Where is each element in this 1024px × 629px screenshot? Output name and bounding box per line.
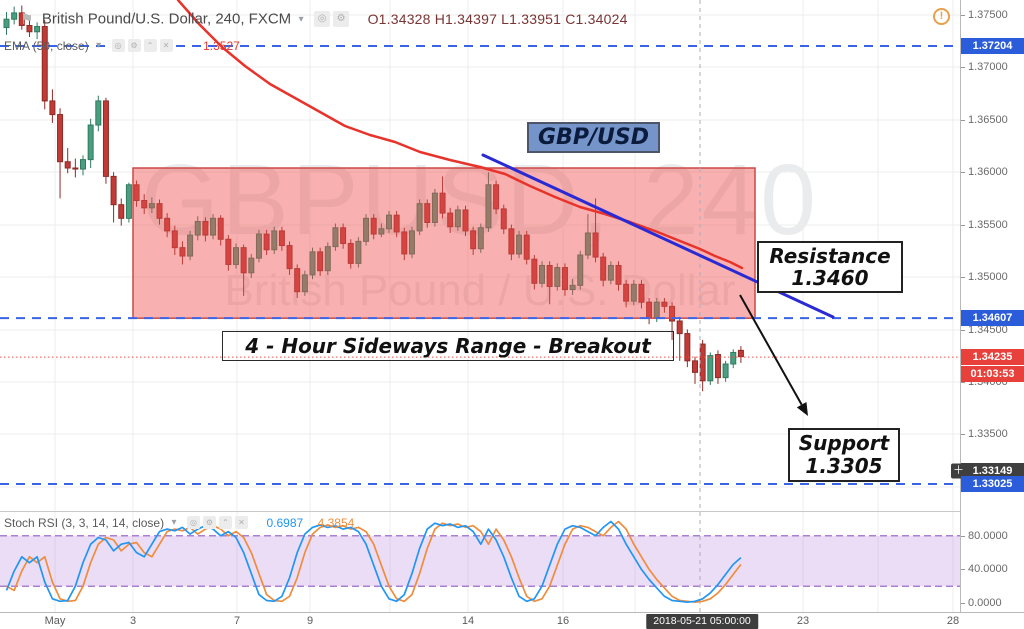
- chevron-down-icon[interactable]: ▾: [96, 40, 102, 52]
- stoch-legend-row: Stoch RSI (3, 3, 14, 14, close) ▾ ◎ ⚙ ⌃ ✕ 0…: [4, 514, 355, 531]
- axis-tick: [961, 330, 965, 331]
- stoch-label[interactable]: Stoch RSI (3, 3, 14, 14, close): [4, 515, 165, 530]
- resistance-label-drawing[interactable]: Resistance 1.3460: [757, 241, 903, 293]
- hide-icon[interactable]: ◎: [187, 516, 201, 530]
- axis-tick: [961, 434, 965, 435]
- time-crosshair-badge: 2018-05-21 05:00:00: [646, 614, 758, 629]
- ema-label[interactable]: EMA (50, close): [4, 38, 89, 53]
- stoch-k-value: 0.6987: [266, 515, 304, 530]
- move-up-icon[interactable]: ⌃: [143, 39, 157, 53]
- price-badge-blue: 1.34607: [961, 310, 1024, 326]
- symbol-title[interactable]: British Pound/U.S. Dollar, 240, FXCM: [41, 10, 292, 28]
- axis-tick: [961, 120, 965, 121]
- price-axis-label: 1.35000: [968, 271, 1008, 283]
- pair-text-drawing[interactable]: GBP/USD: [527, 122, 660, 153]
- price-axis-label: 1.37000: [968, 61, 1008, 73]
- axis-tick: [961, 277, 965, 278]
- compare-icon[interactable]: ◎: [314, 11, 331, 27]
- range-breakout-label-drawing[interactable]: 4 - Hour Sideways Range - Breakout: [222, 331, 674, 361]
- ema-line[interactable]: [176, 0, 744, 270]
- add-alert-plus-button[interactable]: ＋: [951, 463, 966, 479]
- support-text: Support: [798, 431, 890, 455]
- time-axis-label: 14: [461, 615, 475, 627]
- support-price: 1.3305: [805, 454, 883, 478]
- ema-value: 1.3527: [203, 38, 240, 53]
- ema-legend-row: EMA (50, close) ▾ ◎ ⚙ ⌃ ✕ 1.3527: [4, 37, 240, 54]
- axis-tick: [961, 15, 965, 16]
- price-axis-label: 1.36500: [968, 114, 1008, 126]
- time-axis-label: 16: [556, 615, 570, 627]
- price-axis-label: 1.35500: [968, 219, 1008, 231]
- time-axis-label: 3: [129, 615, 137, 627]
- price-badge-dark: 1.33149: [961, 463, 1024, 479]
- time-axis[interactable]: 2018-05-21 05:00:00 May 3 7 9 14 16 23 28: [0, 612, 1024, 629]
- stoch-d-line: [6, 520, 742, 604]
- chevron-down-icon[interactable]: ▾: [298, 13, 304, 25]
- time-axis-label: 28: [946, 615, 960, 627]
- chart-canvas[interactable]: [0, 0, 960, 612]
- price-axis-label: 1.36000: [968, 166, 1008, 178]
- stoch-buttons: ◎ ⚙ ⌃ ✕: [184, 514, 249, 531]
- settings-icon[interactable]: ⚙: [203, 516, 217, 530]
- price-badge-red: 1.34235: [961, 349, 1024, 365]
- time-axis-label: 9: [306, 615, 314, 627]
- delete-icon[interactable]: ✕: [159, 39, 173, 53]
- price-badge-blue: 1.33025: [961, 476, 1024, 492]
- price-badge-red: 01:03:53: [961, 366, 1024, 382]
- ema-buttons: ◎ ⚙ ⌃ ✕: [109, 37, 173, 54]
- move-up-icon[interactable]: ⌃: [219, 516, 233, 530]
- hide-icon[interactable]: ◎: [111, 39, 125, 53]
- axis-tick: [961, 603, 965, 604]
- axis-tick: [961, 172, 965, 173]
- symbol-toolbar: ◎ ⚙: [311, 10, 350, 27]
- axis-tick: [961, 536, 965, 537]
- stoch-axis-label: 80.0000: [968, 530, 1008, 542]
- arrow-drawing[interactable]: [739, 294, 808, 416]
- stoch-d-value: 4.3854: [317, 515, 355, 530]
- price-badge-blue: 1.37204: [961, 38, 1024, 54]
- resistance-text: Resistance: [769, 244, 891, 268]
- time-axis-label: 7: [233, 615, 241, 627]
- settings-icon[interactable]: ⚙: [127, 39, 141, 53]
- price-axis-label: 1.34500: [968, 324, 1008, 336]
- stoch-k-line: [5, 520, 742, 604]
- resistance-price: 1.3460: [791, 266, 869, 290]
- axis-tick: [961, 382, 965, 383]
- settings-icon[interactable]: ⚙: [333, 11, 350, 27]
- chevron-down-icon[interactable]: ▾: [171, 517, 177, 529]
- time-axis-label: May: [44, 615, 66, 627]
- delete-icon[interactable]: ✕: [235, 516, 249, 530]
- candles: [3, 5, 744, 392]
- symbol-legend-row: ⚑ British Pound/U.S. Dollar, 240, FXCM ▾…: [20, 10, 628, 30]
- symbol-flag-icon[interactable]: ⚑: [20, 11, 34, 28]
- price-axis-label: 1.33500: [968, 428, 1008, 440]
- price-axis[interactable]: 1.37500 1.37000 1.36500 1.36000 1.35500 1.350…: [951, 0, 1024, 612]
- support-label-drawing[interactable]: Support 1.3305: [788, 428, 900, 482]
- alert-warning-icon[interactable]: !: [933, 8, 950, 25]
- axis-tick: [961, 225, 965, 226]
- price-axis-label: 1.37500: [968, 9, 1008, 21]
- ohlc-values: O1.34328 H1.34397 L1.33951 C1.34024: [367, 11, 628, 27]
- range-box-drawing[interactable]: [132, 167, 756, 319]
- stoch-axis-label: 0.0000: [968, 597, 1002, 609]
- stoch-axis-label: 40.0000: [968, 563, 1008, 575]
- axis-tick: [961, 67, 965, 68]
- time-axis-label: 23: [796, 615, 810, 627]
- axis-tick: [961, 569, 965, 570]
